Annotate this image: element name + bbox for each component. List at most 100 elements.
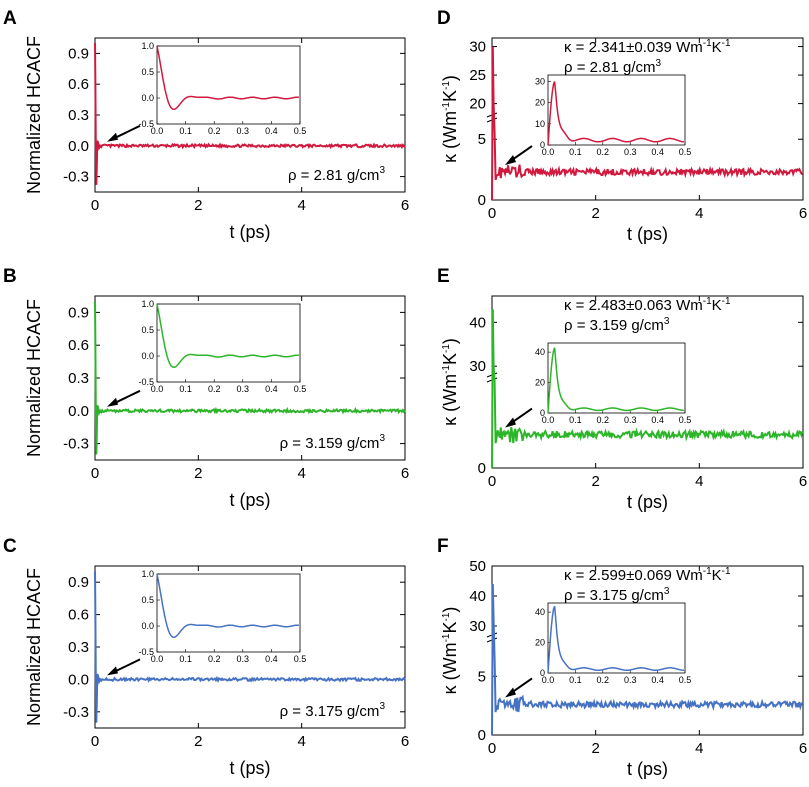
x-tick-label: 4 — [297, 197, 305, 214]
x-tick-label: 6 — [401, 733, 409, 750]
inset-x-tick: 0.1 — [569, 147, 582, 157]
inset: 0.0 0.1 0.2 0.3 0.4 0.5 0 10 20 30 — [535, 74, 692, 157]
panel-letter: F — [437, 536, 449, 557]
density-text: ρ = 3.159 g/cm — [564, 317, 664, 334]
x-tick-label: 2 — [194, 733, 202, 750]
inset-x-tick: 0.5 — [679, 147, 692, 157]
x-tick-label: 4 — [297, 733, 305, 750]
y-label-part: ) — [440, 75, 460, 81]
x-tick-label: 0 — [91, 197, 99, 214]
x-tick-label: 0 — [488, 205, 496, 222]
inset-x-tick: 0.5 — [294, 384, 307, 394]
inset-x-tick: 0.0 — [542, 147, 555, 157]
y-tick-label: 0.6 — [68, 337, 89, 354]
y-label-part: -1 — [441, 612, 452, 621]
y-tick-label: 20 — [469, 96, 486, 113]
inset: 0.0 0.1 0.2 0.3 0.4 0.5-0.50.00.51.0 — [138, 299, 306, 394]
y-label-part: -1 — [441, 365, 452, 374]
y-tick-label: 40 — [469, 314, 486, 331]
kappa-part: K — [712, 297, 722, 314]
density-label: ρ = 2.81 g/cm3 — [288, 165, 386, 184]
x-tick-label: 6 — [799, 205, 807, 222]
y-tick-label: 0 — [478, 192, 486, 209]
inset-x-tick: 0.3 — [237, 654, 250, 664]
inset-y-tick: 40 — [535, 347, 545, 357]
arrow-head — [505, 417, 516, 428]
inset: 0.0 0.1 0.2 0.3 0.4 0.5-0.50.00.51.0 — [138, 569, 306, 664]
inset-line — [156, 573, 299, 639]
inset-x-tick: 0.3 — [237, 126, 250, 136]
x-tick-label: 6 — [799, 740, 807, 757]
x-axis-label: t (ps) — [627, 759, 668, 779]
inset-x-tick: 0.1 — [179, 654, 192, 664]
inset-x-tick: 0.0 — [542, 415, 555, 425]
inset-x-tick: 0.3 — [624, 415, 637, 425]
y-tick-label: -0.3 — [63, 169, 89, 186]
kappa-part: -1 — [703, 296, 712, 307]
kappa-value: κ = 2.483±0.063 Wm-1K-1 — [564, 296, 731, 314]
density-text: ρ = 2.81 g/cm — [288, 167, 380, 184]
x-tick-label: 6 — [401, 197, 409, 214]
inset-x-tick: 0.5 — [679, 415, 692, 425]
y-label-part: ) — [440, 338, 460, 344]
y-axis-label: Normalized HCACF — [24, 36, 44, 194]
inset-y-tick: -0.5 — [138, 377, 154, 387]
inset-x-tick: 0.1 — [569, 675, 582, 685]
inset-x-tick: 0.4 — [265, 126, 278, 136]
y-tick-label: 0 — [478, 460, 486, 477]
inset-y-tick: -0.5 — [138, 119, 154, 129]
density-text: ρ = 3.159 g/cm — [280, 435, 380, 452]
panel-c: C -0.3 0.0 0.3 0.6 0.9 0 2 4 6 t (ps) Normalized HC… — [3, 536, 409, 778]
y-tick-label: 0.3 — [68, 370, 89, 387]
inset-x-tick: 0.2 — [597, 675, 610, 685]
x-tick-label: 0 — [91, 465, 99, 482]
x-tick-label: 6 — [401, 465, 409, 482]
inset-x-tick: 0.1 — [569, 415, 582, 425]
inset-y-tick: -0.5 — [138, 647, 154, 657]
inset-x-tick: 0.4 — [651, 147, 664, 157]
x-tick-label: 2 — [194, 465, 202, 482]
y-tick-label: -0.3 — [63, 704, 89, 721]
panel-b: B -0.3 0.0 0.3 0.6 0.9 0 2 4 6 t (ps) Normalized HC… — [3, 266, 409, 510]
inset-y-tick: 40 — [535, 607, 545, 617]
inset: 0.0 0.1 0.2 0.3 0.4 0.5-0.50.00.51.0 — [138, 41, 306, 136]
x-axis-label: t (ps) — [229, 222, 270, 242]
inset-x-tick: 0.2 — [597, 415, 610, 425]
inset-x-tick: 0.0 — [151, 654, 164, 664]
series-line — [491, 583, 804, 736]
x-axis-label: t (ps) — [627, 492, 668, 512]
inset-x-tick: 0.4 — [265, 384, 278, 394]
x-tick-label: 2 — [591, 205, 599, 222]
y-tick-label: 5 — [478, 668, 486, 685]
arrow-head — [107, 666, 118, 676]
inset-x-tick: 0.4 — [265, 654, 278, 664]
kappa-part: -1 — [722, 566, 731, 577]
x-axis-label: t (ps) — [229, 758, 270, 778]
density-unit-sup: 3 — [379, 433, 385, 444]
x-tick-label: 0 — [488, 740, 496, 757]
panel-letter: C — [3, 536, 17, 557]
x-tick-label: 0 — [488, 473, 496, 490]
y-label-part: -1 — [441, 81, 452, 90]
y-axis-label: κ (Wm-1K-1) — [440, 338, 460, 426]
kappa-part: -1 — [722, 38, 731, 49]
kappa-part: κ = 2.599±0.069 Wm — [564, 567, 703, 584]
y-label-part: K — [440, 622, 460, 634]
inset-x-tick: 0.0 — [542, 675, 555, 685]
y-tick-label: 0.3 — [68, 639, 89, 656]
y-label-part: -1 — [441, 633, 452, 642]
x-tick-label: 4 — [695, 473, 703, 490]
y-tick-label: 5 — [478, 131, 486, 148]
x-tick-label: 6 — [799, 473, 807, 490]
inset-y-tick: 0.5 — [141, 67, 154, 77]
inset-y-tick: 0.5 — [141, 325, 154, 335]
inset-y-tick: 0.0 — [141, 621, 154, 631]
inset-y-tick: 0.0 — [141, 93, 154, 103]
panel-letter: E — [437, 266, 450, 287]
inset-y-tick: 0.5 — [141, 595, 154, 605]
inset-x-tick: 0.1 — [179, 126, 192, 136]
density-label: ρ = 3.175 g/cm3 — [564, 586, 670, 604]
